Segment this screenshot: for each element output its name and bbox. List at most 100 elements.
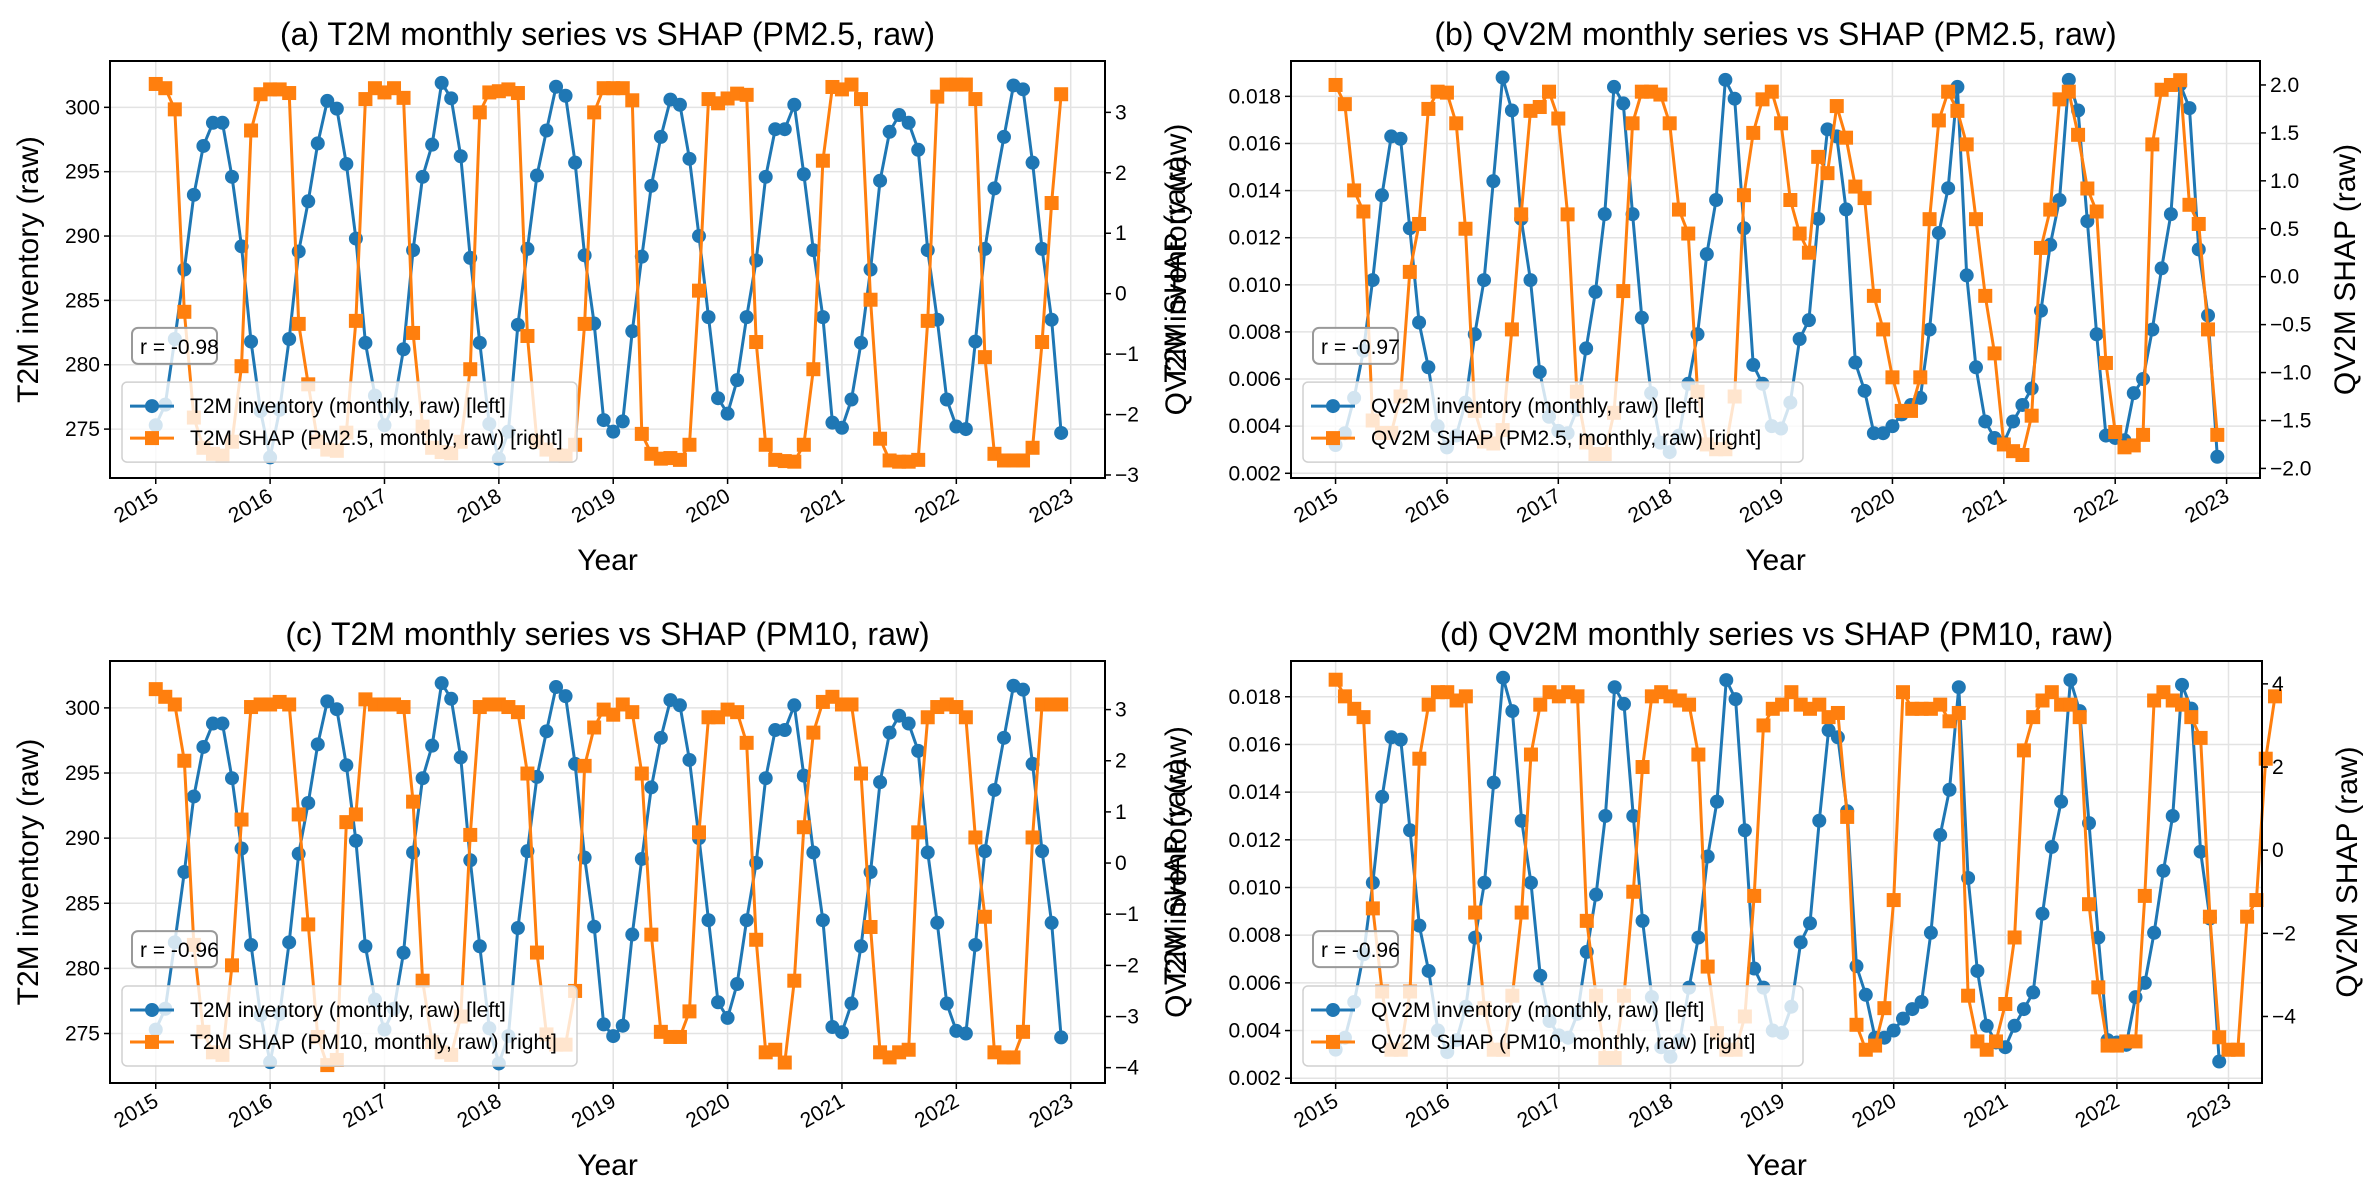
inventory-point	[1412, 315, 1427, 330]
shap-point	[1764, 84, 1779, 99]
shap-point	[739, 87, 754, 102]
shap-point	[1006, 1050, 1021, 1065]
inventory-point	[329, 101, 344, 116]
axes-frame	[1290, 660, 2263, 1084]
inventory-point	[1933, 828, 1948, 843]
shap-point	[901, 1042, 916, 1057]
inventory-point	[2015, 397, 2030, 412]
inventory-point	[1699, 247, 1714, 262]
shap-point	[2128, 1034, 2143, 1049]
legend-marker-square	[1326, 1034, 1340, 1049]
inventory-point	[2026, 985, 2041, 1000]
x-tick-label: 2022	[2071, 1089, 2123, 1132]
shap-point	[1458, 221, 1473, 236]
inventory-point	[396, 342, 411, 357]
inventory-point	[958, 1026, 973, 1041]
shap-point	[863, 919, 878, 934]
shap-point	[854, 92, 869, 107]
chart-title: (a) T2M monthly series vs SHAP (PM2.5, r…	[280, 16, 935, 52]
inventory-point	[682, 151, 697, 166]
shap-point	[1328, 77, 1343, 92]
shap-point	[177, 753, 192, 768]
chart-title: (c) T2M monthly series vs SHAP (PM10, ra…	[285, 616, 929, 652]
inventory-point	[758, 771, 773, 786]
inventory-point	[672, 698, 687, 713]
inventory-point	[1931, 225, 1946, 240]
inventory-point	[320, 694, 335, 709]
inventory-point	[739, 310, 754, 325]
inventory-point	[1054, 1030, 1069, 1045]
y-right-tick-label: 1.0	[2270, 170, 2299, 193]
shap-point	[1533, 697, 1548, 712]
legend-marker-square	[145, 1034, 159, 1049]
inventory-point	[2016, 1002, 2031, 1017]
inventory-point	[2089, 327, 2104, 342]
y-left-tick-label: 285	[65, 892, 100, 915]
shap-point	[2080, 181, 2095, 196]
y-left-tick-label: 295	[65, 161, 100, 184]
y-right-tick-label: −2	[2272, 922, 2296, 945]
inventory-point	[1523, 875, 1538, 890]
legend-marker-circle	[1326, 399, 1340, 414]
y-left-tick-label: 0.016	[1228, 733, 1281, 756]
shap-point	[1839, 130, 1854, 145]
shap-point	[577, 758, 592, 773]
inventory-point	[882, 725, 897, 740]
shap-point	[1775, 697, 1790, 712]
shap-point	[758, 437, 773, 452]
x-tick-label: 2022	[2070, 484, 2122, 527]
inventory-point	[453, 750, 468, 765]
inventory-point	[1839, 202, 1854, 217]
shap-point	[2126, 438, 2141, 453]
shap-point	[787, 454, 802, 469]
inventory-point	[425, 738, 440, 753]
shap-point	[1866, 288, 1881, 303]
shap-point	[1347, 183, 1362, 198]
inventory-point	[587, 919, 602, 934]
y-right-tick-label: −1	[1115, 343, 1139, 366]
y-right-tick-label: 2	[1115, 750, 1127, 773]
shap-point	[911, 825, 926, 840]
inventory-point	[1375, 789, 1390, 804]
shap-point	[1736, 188, 1751, 203]
shap-point	[2015, 447, 2030, 462]
x-tick-label: 2020	[1847, 484, 1899, 527]
y-right-tick-label: −2.0	[2270, 457, 2311, 480]
inventory-point	[2175, 677, 2190, 692]
y-right-tick-label: −1	[1115, 903, 1139, 926]
x-tick-label: 2018	[453, 484, 505, 527]
x-tick-label: 2017	[1513, 1089, 1565, 1132]
x-tick-label: 2019	[1737, 1089, 1789, 1132]
correlation-box	[1312, 930, 1399, 969]
inventory-point	[844, 392, 859, 407]
shap-point	[2249, 893, 2264, 908]
x-tick-label: 2021	[796, 1089, 848, 1132]
inventory-point	[854, 939, 869, 954]
y-right-tick-label: 0.0	[2270, 266, 2299, 289]
shap-point	[1876, 322, 1891, 337]
inventory-point	[2145, 322, 2160, 337]
shap-point	[911, 452, 926, 467]
legend-label: QV2M inventory (monthly, raw) [left]	[1371, 395, 1704, 418]
shap-point	[406, 794, 421, 809]
shap-point	[1054, 697, 1069, 712]
inventory-point	[854, 335, 869, 350]
x-tick-label: 2019	[568, 1089, 620, 1132]
inventory-point	[1747, 961, 1762, 976]
inventory-point	[596, 413, 611, 428]
inventory-point	[358, 335, 373, 350]
inventory-point	[1035, 241, 1050, 256]
inventory-point	[1504, 103, 1519, 118]
shap-point	[1848, 179, 1863, 194]
shap-point	[1504, 322, 1519, 337]
legend-marker-square	[1326, 431, 1340, 446]
shap-point	[1959, 137, 1974, 152]
shap-point	[1941, 84, 1956, 99]
inventory-point	[1365, 273, 1380, 288]
inventory-point	[339, 156, 354, 171]
inventory-point	[2156, 863, 2171, 878]
shap-point	[1402, 264, 1417, 279]
shap-point	[672, 452, 687, 467]
inventory-point	[1728, 692, 1743, 707]
panel-d: (d) QV2M monthly series vs SHAP (PM10, r…	[1160, 616, 2364, 1182]
